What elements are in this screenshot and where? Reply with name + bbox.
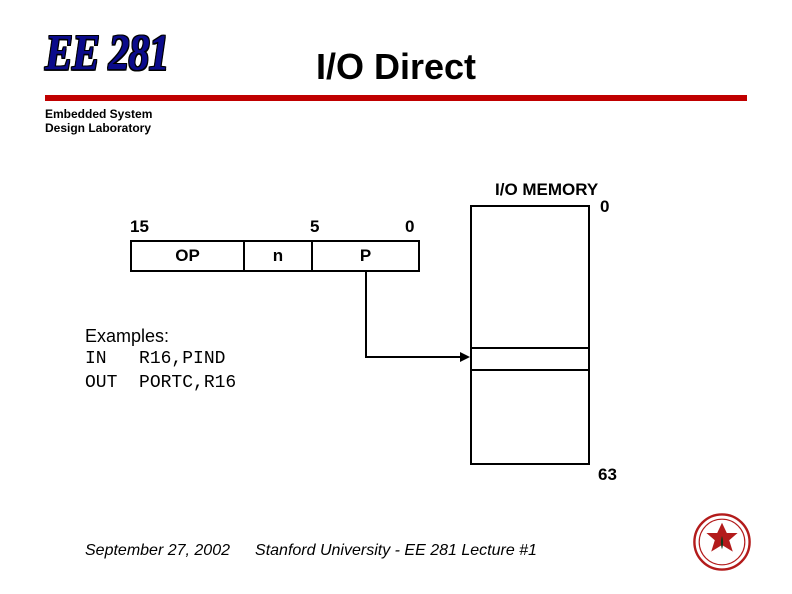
io-memory-selected-row (472, 347, 588, 371)
subheader-line2: Design Laboratory (45, 122, 152, 136)
instr-field-p: P (311, 240, 420, 272)
slide-header: EE 281 I/O Direct Embedded System Design… (0, 0, 792, 100)
n-text: n (273, 246, 283, 266)
footer-center: Stanford University - EE 281 Lecture #1 (0, 542, 792, 560)
bit-label-0: 0 (405, 217, 414, 237)
instr-field-n: n (243, 240, 313, 272)
mem-address-top: 0 (600, 197, 609, 217)
examples-block: Examples: IN R16,PIND OUT PORTC,R16 (85, 325, 236, 395)
slide-footer: September 27, 2002 Stanford University -… (0, 542, 792, 564)
pointer-arrowhead-icon (460, 352, 470, 362)
op-text: OP (175, 246, 200, 266)
stanford-seal-icon (692, 512, 752, 572)
pointer-seg-vertical (365, 272, 367, 357)
subheader-line1: Embedded System (45, 108, 152, 122)
instr-field-op: OP (130, 240, 245, 272)
mem-address-bottom: 63 (598, 465, 617, 485)
bit-label-15: 15 (130, 217, 149, 237)
pointer-seg-horizontal (365, 356, 463, 358)
examples-heading: Examples: (85, 325, 236, 348)
io-memory-column (470, 205, 590, 465)
example-line-2: OUT PORTC,R16 (85, 372, 236, 395)
io-memory-label: I/O MEMORY (495, 180, 598, 200)
example-line-1: IN R16,PIND (85, 348, 236, 371)
slide-title: I/O Direct (0, 46, 792, 88)
p-text: P (360, 246, 371, 266)
bit-label-5: 5 (310, 217, 319, 237)
lab-subheader: Embedded System Design Laboratory (45, 108, 152, 136)
header-rule (45, 95, 747, 101)
